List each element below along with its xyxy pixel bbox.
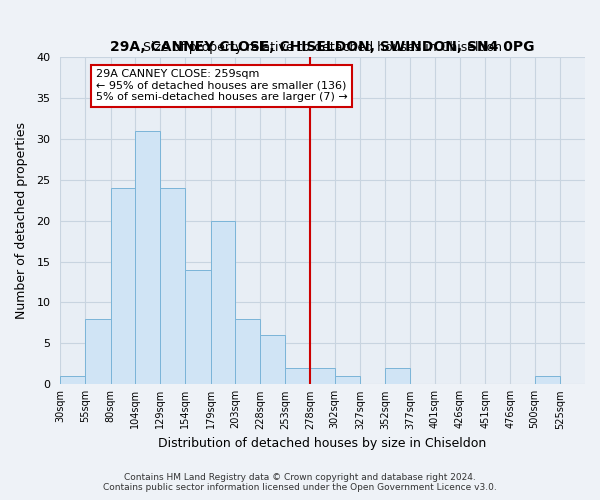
Bar [211,220,235,384]
Bar [185,270,211,384]
Bar [60,376,85,384]
Bar [260,335,285,384]
Bar [110,188,135,384]
Text: Size of property relative to detached houses in Chiseldon: Size of property relative to detached ho… [143,40,502,54]
Y-axis label: Number of detached properties: Number of detached properties [15,122,28,319]
Bar [160,188,185,384]
Bar [310,368,335,384]
Bar [235,319,260,384]
Bar [135,130,160,384]
Text: 29A CANNEY CLOSE: 259sqm
← 95% of detached houses are smaller (136)
5% of semi-d: 29A CANNEY CLOSE: 259sqm ← 95% of detach… [96,69,347,102]
X-axis label: Distribution of detached houses by size in Chiseldon: Distribution of detached houses by size … [158,437,487,450]
Text: Contains HM Land Registry data © Crown copyright and database right 2024.
Contai: Contains HM Land Registry data © Crown c… [103,473,497,492]
Bar [85,319,110,384]
Title: 29A, CANNEY CLOSE, CHISELDON, SWINDON, SN4 0PG: 29A, CANNEY CLOSE, CHISELDON, SWINDON, S… [110,40,535,54]
Bar [335,376,360,384]
Bar [535,376,560,384]
Bar [385,368,410,384]
Bar [285,368,310,384]
